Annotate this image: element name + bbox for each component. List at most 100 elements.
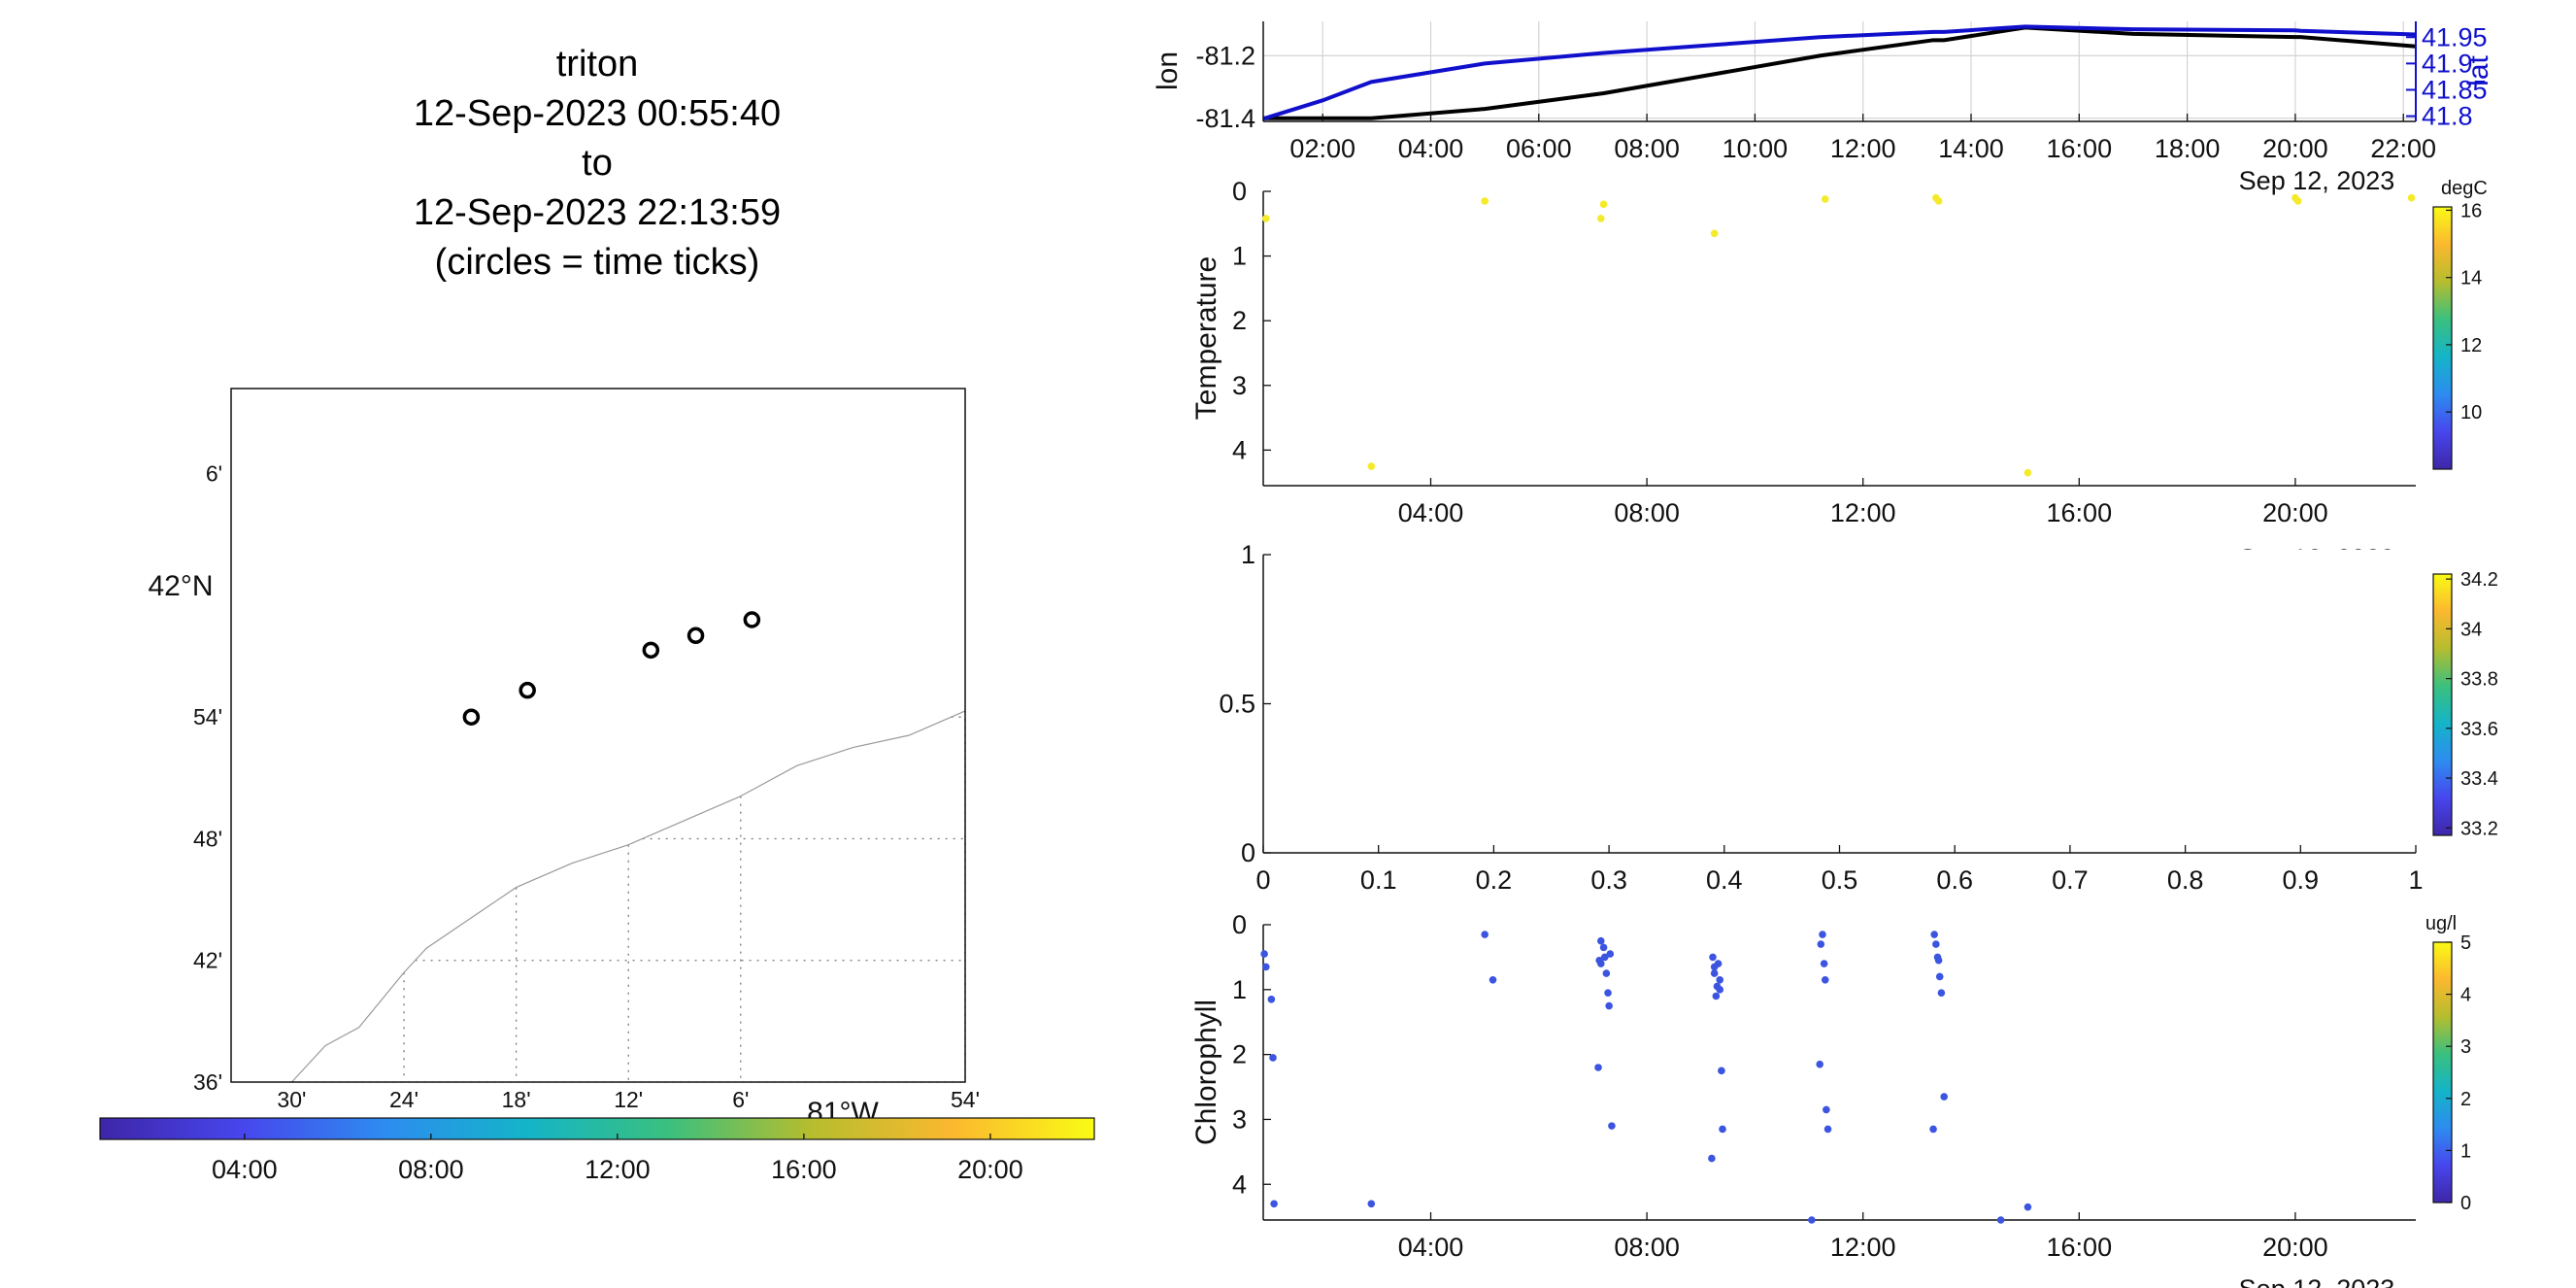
chlorophyll-colorbar-tick-label: 5: [2460, 932, 2471, 954]
time-colorbar-tick-label: 12:00: [585, 1155, 651, 1184]
lon-lat-x-tick-label: 12:00: [1830, 134, 1896, 163]
temperature-point: [1710, 229, 1719, 238]
map-x-tick-label: 12': [614, 1087, 643, 1112]
chlorophyll-point: [1820, 960, 1828, 967]
salinity-y-tick-label: 0.5: [1219, 690, 1255, 719]
salinity-y-ticks: 00.51: [1219, 540, 1271, 867]
lon-lat-x-tick-label: 16:00: [2047, 134, 2113, 163]
lon-tick-label: -81.4: [1195, 104, 1255, 133]
salinity-x-tick-label: 0.9: [2283, 865, 2320, 895]
chlorophyll-point: [1260, 950, 1268, 958]
chlorophyll-point: [1270, 1200, 1278, 1208]
lon-lat-x-tick-label: 18:00: [2155, 134, 2221, 163]
chlorophyll-point: [1823, 1125, 1832, 1134]
chlorophyll-x-ticks: 04:00 08:00 12:00 16:00 20:00: [1398, 1212, 2328, 1262]
salinity-colorbar-ticks: 34.2 34 33.8 33.6 33.4 33.2: [2446, 569, 2498, 839]
lon-lat-grid: [1263, 21, 2416, 121]
map-y-tick-label: 36': [193, 1069, 222, 1095]
salinity-x-tick-label: 0.4: [1706, 865, 1743, 895]
chlorophyll-colorbar-unit: ug/l: [2425, 913, 2457, 934]
temperature-x-tick-label: 08:00: [1614, 498, 1680, 527]
chlorophyll-colorbar: [2432, 941, 2453, 1203]
lon-ticks: -81.2 -81.4: [1195, 41, 1255, 132]
chlorophyll-point: [1817, 940, 1825, 948]
chlorophyll-axis-label: Chlorophyll: [1190, 1000, 1222, 1145]
chlorophyll-point: [1716, 975, 1724, 984]
chlorophyll-point: [1808, 1216, 1816, 1224]
salinity-colorbar: [2432, 573, 2453, 836]
lat-series-line: [1262, 24, 2417, 121]
temperature-colorbar-unit: degC: [2441, 178, 2488, 199]
chlorophyll-point: [1714, 960, 1723, 967]
chlorophyll-y-tick-label: 3: [1232, 1104, 1247, 1134]
map-frame: [230, 388, 966, 1083]
chlorophyll-point: [1267, 996, 1276, 1003]
chlorophyll-point: [1708, 1154, 1716, 1163]
salinity-x-tick-label: 0.6: [1936, 865, 1973, 895]
chlorophyll-point: [1940, 1093, 1948, 1101]
temperature-x-ticks: 04:00 08:00 12:00 16:00 20:00: [1398, 478, 2328, 527]
coastline: [290, 710, 966, 1083]
time-colorbar-gradient: [99, 1117, 1095, 1140]
lon-lat-x-tick-label: 14:00: [1938, 134, 2004, 163]
temperature-point: [2407, 193, 2416, 202]
temperature-colorbar-tick-label: 12: [2460, 335, 2482, 356]
map-y-label: 42°N: [148, 570, 213, 602]
chlorophyll-point: [2024, 1203, 2032, 1211]
chlorophyll-point: [1489, 975, 1497, 984]
temperature-axis-label: Temperature: [1190, 256, 1222, 420]
chlorophyll-y-ticks: 0 1 2 3 4: [1232, 910, 1271, 1199]
map-x-tick-label: 6': [732, 1087, 749, 1112]
chlorophyll-point: [1597, 960, 1605, 967]
chlorophyll-date-label: Sep 12, 2023: [2239, 1274, 2395, 1288]
temperature-y-tick-label: 2: [1232, 306, 1247, 335]
temperature-date-mask: [2175, 550, 2466, 589]
chlorophyll-y-tick-label: 4: [1232, 1169, 1247, 1199]
chlorophyll-y-tick-label: 1: [1232, 975, 1247, 1004]
chlorophyll-point: [1821, 975, 1829, 984]
lon-lat-x-tick-label: 10:00: [1723, 134, 1789, 163]
chlorophyll-point: [1608, 1122, 1616, 1130]
chlorophyll-point: [1481, 931, 1489, 938]
chlorophyll-point: [1604, 989, 1612, 997]
time-colorbar-ticks: 04:00 08:00 12:00 16:00 20:00: [212, 1134, 1023, 1184]
chlorophyll-y-tick-label: 2: [1232, 1040, 1247, 1069]
time-colorbar-tick-label: 08:00: [398, 1155, 464, 1184]
chlorophyll-point: [1709, 953, 1717, 962]
track-circle: [743, 611, 761, 628]
title-line-1: triton: [556, 44, 638, 85]
title-line-2: 12-Sep-2023 00:55:40: [414, 93, 781, 134]
salinity-colorbar-tick-label: 34: [2460, 619, 2482, 640]
map-y-tick-label: 48': [193, 826, 222, 851]
chlorophyll-point: [1816, 1060, 1823, 1068]
temperature-colorbar-ticks: 16 14 12 10: [2446, 200, 2482, 424]
chlorophyll-point: [1929, 1125, 1937, 1134]
chlorophyll-colorbar-tick-label: 1: [2460, 1140, 2471, 1162]
map-x-tick-label: 18': [502, 1087, 531, 1112]
lat-tick-label: 41.95: [2422, 22, 2488, 51]
chlorophyll-x-tick-label: 20:00: [2262, 1233, 2328, 1262]
map-x-tick-label: 30': [277, 1087, 306, 1112]
time-colorbar-tick-label: 04:00: [212, 1155, 278, 1184]
temperature-x-tick-label: 20:00: [2262, 498, 2328, 527]
temperature-x-tick-label: 16:00: [2047, 498, 2113, 527]
track-circle: [642, 641, 660, 660]
salinity-colorbar-tick-label: 33.6: [2460, 719, 2498, 740]
chlorophyll-colorbar-ticks: 5 4 3 2 1 0: [2446, 932, 2471, 1214]
salinity-x-tick-label: 0.1: [1360, 865, 1397, 895]
track-circle: [519, 681, 536, 699]
chlorophyll-point: [1935, 972, 1944, 981]
temperature-colorbar-tick-label: 14: [2460, 268, 2482, 289]
temperature-y-ticks: 0 1 2 3 4: [1232, 177, 1271, 464]
lon-lat-x-tick-label: 22:00: [2370, 134, 2436, 163]
salinity-x-tick-label: 0.2: [1476, 865, 1513, 895]
track-map: 30' 24' 18' 12' 6' 54' 36'42'48'54'6' 81°W 42…: [148, 388, 980, 1129]
temperature-point: [1934, 197, 1943, 205]
chlorophyll-colorbar-tick-label: 4: [2460, 985, 2471, 1006]
chlorophyll-y-tick-label: 0: [1232, 910, 1247, 939]
chlorophyll-point: [1718, 1067, 1725, 1075]
temperature-colorbar-tick-label: 16: [2460, 200, 2482, 221]
lon-tick-label: -81.2: [1195, 41, 1255, 70]
